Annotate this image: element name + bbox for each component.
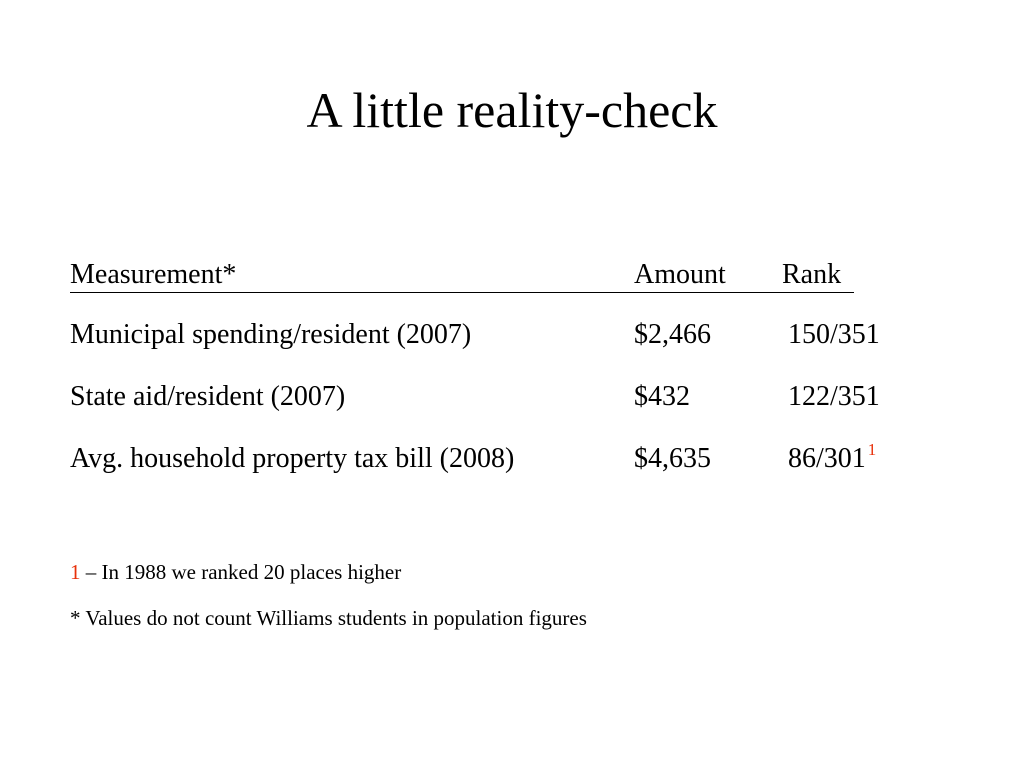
footnote-1: 1 – In 1988 we ranked 20 places higher	[70, 559, 401, 585]
table-row: Avg. household property tax bill (2008) …	[70, 440, 950, 479]
row-rank-cell: 86/301 1	[788, 440, 877, 479]
row-rank: 122/351	[788, 381, 880, 412]
table-row: Municipal spending/resident (2007) $2,46…	[70, 318, 950, 352]
footnote-marker: 1	[70, 560, 81, 584]
row-rank: 150/351	[788, 319, 880, 350]
row-rank: 86/301	[788, 443, 866, 474]
row-amount: $2,466	[634, 319, 711, 350]
slide-title: A little reality-check	[306, 82, 718, 138]
header-measurement: Measurement*	[70, 259, 237, 290]
row-measurement: Avg. household property tax bill (2008)	[70, 443, 515, 474]
row-measurement: State aid/resident (2007)	[70, 381, 346, 412]
asterisk-note: * Values do not count Williams students …	[70, 606, 587, 630]
footnote-reference: 1	[867, 440, 877, 459]
row-amount: $4,635	[634, 443, 711, 474]
header-amount: Amount	[634, 259, 726, 290]
header-rank: Rank	[782, 259, 842, 290]
row-measurement: Municipal spending/resident (2007)	[70, 319, 472, 350]
footnote-text: – In 1988 we ranked 20 places higher	[80, 560, 402, 584]
row-amount: $432	[634, 381, 690, 412]
table-header-row: Measurement* Amount Rank	[70, 258, 854, 293]
table-row: State aid/resident (2007) $432 122/351	[70, 380, 950, 414]
